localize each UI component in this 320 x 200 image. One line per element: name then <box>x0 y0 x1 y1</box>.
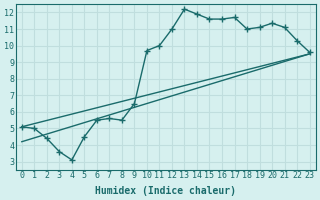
X-axis label: Humidex (Indice chaleur): Humidex (Indice chaleur) <box>95 186 236 196</box>
